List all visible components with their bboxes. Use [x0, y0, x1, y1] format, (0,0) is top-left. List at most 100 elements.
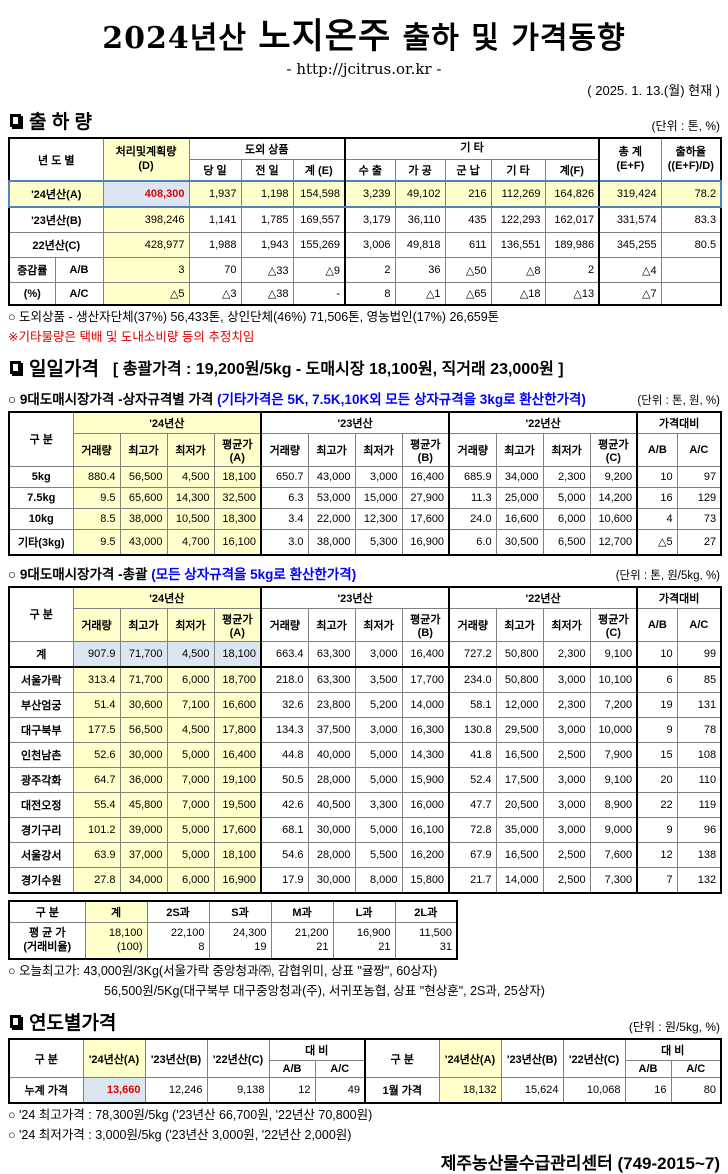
- table-cell: 36,000: [119, 766, 168, 793]
- table-cell: A/C: [670, 1060, 722, 1078]
- table-cell: 6,000: [166, 666, 215, 693]
- table-cell: 119: [676, 791, 722, 818]
- table-cell: 80: [670, 1077, 722, 1104]
- table-cell: 6.3: [260, 486, 309, 509]
- table-cell: 3,239: [344, 180, 396, 208]
- table-cell: 9: [636, 716, 678, 743]
- table-cell: 대 비: [268, 1038, 366, 1061]
- table-cell: 45,800: [119, 791, 168, 818]
- table-cell: 1,198: [240, 180, 294, 208]
- table-cell: '24년산(A): [7, 180, 104, 208]
- table-cell: 8,900: [589, 791, 638, 818]
- table-cell: A/B: [54, 257, 104, 283]
- table-row: 인천남촌 52.6 30,000 5,000 16,400 44.8 40,000 5,000…: [8, 741, 722, 768]
- table-cell: [660, 257, 722, 283]
- table-cell: 평균가(B): [401, 607, 450, 642]
- table-cell: 6,500: [542, 528, 591, 556]
- table-cell: S과: [208, 900, 272, 923]
- table-cell: 132: [676, 866, 722, 894]
- table-cell: 기타(3kg): [8, 528, 74, 556]
- table-cell: 136,551: [490, 232, 546, 258]
- table-cell: 234.0: [448, 666, 497, 693]
- table-cell: 평균가(B): [401, 432, 450, 467]
- table-cell: '22년산: [448, 411, 638, 434]
- table-cell: 누계 가격: [8, 1077, 84, 1104]
- table-cell: 10,000: [589, 716, 638, 743]
- table-cell: 계: [8, 640, 74, 668]
- table-row: 구 분 '24년산 '23년산 '22년산 가격대비: [8, 586, 722, 642]
- table-cell: 거래량: [448, 607, 497, 642]
- table-cell: 12,000: [495, 691, 544, 718]
- table-cell: 8,000: [354, 866, 403, 894]
- table-cell: 41.8: [448, 741, 497, 768]
- shipment-heading-label: 출 하 량: [29, 112, 92, 133]
- table-row: 서울강서 63.9 37,000 5,000 18,100 54.6 28,000 5,500…: [8, 841, 722, 868]
- table-cell: 16,100: [401, 816, 450, 843]
- table-cell: 2,300: [542, 465, 591, 488]
- table-cell: 구 분: [8, 900, 86, 923]
- table-cell: 36: [394, 257, 446, 283]
- table-cell: 58.1: [448, 691, 497, 718]
- table-cell: 3,000: [354, 640, 403, 668]
- table-cell: 218.0: [260, 666, 309, 693]
- table-row: 누계 가격 13,660 12,246 9,138 12 49 1월 가격 18,132 15,…: [8, 1077, 722, 1104]
- table-cell: 14,000: [401, 691, 450, 718]
- daily-heading: 일일가격 [ 총괄가격 : 19,200원/5kg - 도매시장 18,100원,…: [8, 354, 564, 381]
- table-cell: △5: [636, 528, 678, 556]
- table-cell: '23년산: [260, 586, 450, 609]
- table-cell: 12,700: [589, 528, 638, 556]
- table-cell: 155,269: [292, 232, 346, 258]
- table-cell: △38: [240, 282, 294, 306]
- table-cell: 71,700: [119, 640, 168, 668]
- table-cell: 군 납: [444, 159, 492, 182]
- table-cell: 2S과: [146, 900, 210, 923]
- table-cell: 14,300: [401, 741, 450, 768]
- table-cell: 10kg: [8, 507, 74, 530]
- table-cell: 24.0: [448, 507, 497, 530]
- table-cell: 도외 상품: [188, 137, 346, 160]
- table-cell: '23년산(B): [500, 1038, 564, 1078]
- table-cell: 최고가: [307, 607, 356, 642]
- table-cell: 331,574: [598, 206, 662, 233]
- daily-heading-label: 일일가격: [29, 358, 99, 380]
- table-cell: 42.6: [260, 791, 309, 818]
- table-cell: 경기구리: [8, 816, 74, 843]
- table-cell: 27.8: [72, 866, 121, 894]
- table-cell: 8.5: [72, 507, 121, 530]
- shipment-red-note: ※기타물량은 택배 및 도내소비량 등의 추정치임: [8, 329, 255, 344]
- table-cell: △65: [444, 282, 492, 306]
- table-cell: 83.3: [660, 206, 722, 233]
- table-row: 7.5kg 9.5 65,600 14,300 32,500 6.3 53,000 15,00…: [8, 486, 722, 509]
- table-cell: 10,100: [589, 666, 638, 693]
- table-cell: 9.5: [72, 528, 121, 556]
- table-row: 10kg 8.5 38,000 10,500 18,300 3.4 22,000 12,300…: [8, 507, 722, 530]
- table-cell: 16,900: [401, 528, 450, 556]
- table-cell: 907.9: [72, 640, 121, 668]
- table-cell: 5,000: [354, 766, 403, 793]
- table-cell: △4: [598, 257, 662, 283]
- table-cell: 평균가(C): [589, 607, 638, 642]
- table-cell: 2: [344, 257, 396, 283]
- table-cell: 평균가(A): [213, 432, 262, 467]
- table-cell: 거래량: [72, 432, 121, 467]
- table-cell: 3,300: [354, 791, 403, 818]
- table-cell: (%): [8, 282, 56, 306]
- table-cell: 20,500: [495, 791, 544, 818]
- table-cell: 최저가: [542, 432, 591, 467]
- table-row: 대전오정 55.4 45,800 7,000 19,500 42.6 40,500 3,300…: [8, 791, 722, 818]
- overall-table-header: ○ 9대도매시장가격 -총괄 (모든 상자규격을 5kg로 환산한가격) (단위…: [8, 563, 720, 583]
- table-cell: 당 일: [188, 159, 242, 182]
- table-cell: 16,100: [213, 528, 262, 556]
- table-cell: 10: [636, 640, 678, 668]
- table-row: 부산엄궁 51.4 30,600 7,100 16,600 32.6 23,800 5,200…: [8, 691, 722, 718]
- table-cell: 6,000: [542, 507, 591, 530]
- table-cell: 7,600: [589, 841, 638, 868]
- table-row: 계 907.9 71,700 4,500 18,100 663.4 63,300 3,000 1…: [8, 640, 722, 668]
- table-cell: 9,200: [589, 465, 638, 488]
- table-cell: 5,000: [166, 741, 215, 768]
- table-cell: 3,500: [354, 666, 403, 693]
- table-cell: 10,068: [562, 1077, 626, 1104]
- table-cell: 40,000: [307, 741, 356, 768]
- table-cell: 14,300: [166, 486, 215, 509]
